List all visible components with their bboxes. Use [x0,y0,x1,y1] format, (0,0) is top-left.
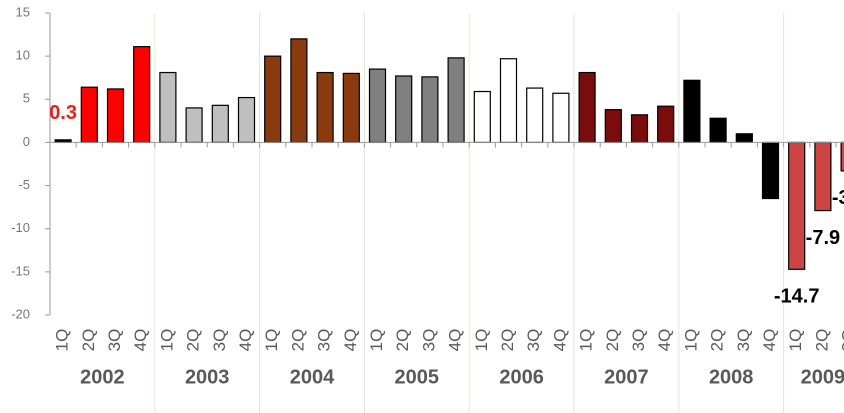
x-tick-label: 1Q [157,329,176,352]
y-tick-label: 0 [23,134,30,149]
bar [735,133,753,144]
bar [342,72,360,144]
value-label: 0.3 [49,102,77,124]
x-tick-label: 3Q [839,329,844,352]
value-label: -7.9 [806,227,840,249]
x-tick-label: 4Q [341,329,360,352]
bar [264,55,282,144]
value-label: -3.3 [832,187,844,209]
bar [368,68,387,144]
y-tick-label: 10 [16,48,30,63]
bar [395,75,413,144]
bar [552,92,570,144]
x-tick-label: 3Q [419,329,438,352]
x-tick-label: 1Q [786,329,805,352]
x-tick-label: 1Q [53,329,72,352]
x-tick-label: 1Q [577,329,596,352]
bar [106,88,125,144]
x-tick-label: 3Q [734,329,753,352]
bar [133,46,151,144]
x-tick-label: 2Q [603,329,622,352]
x-tick-label: 2Q [79,329,98,352]
x-tick-label: 2Q [288,329,307,352]
group-label: 2007 [604,366,649,388]
bar [761,141,780,200]
x-tick-label: 1Q [681,329,700,352]
y-tick-label: -10 [11,220,30,235]
x-tick-label: 2Q [393,329,412,352]
x-tick-label: 4Q [550,329,569,352]
group-label: 2003 [185,366,230,388]
y-tick-label: -15 [11,263,30,278]
bar [814,141,832,212]
group-label: 2005 [395,366,440,388]
x-tick-label: 3Q [315,329,334,352]
bar [657,105,675,144]
x-tick-label: 3Q [524,329,543,352]
x-tick-label: 1Q [367,329,386,352]
y-tick-label: -5 [18,177,30,192]
x-tick-label: 4Q [760,329,779,352]
x-tick-label: 3Q [629,329,648,352]
bar [526,87,544,144]
x-tick-label: 3Q [210,329,229,352]
bar [316,71,334,144]
bar [840,141,844,172]
y-tick-label: 15 [16,4,30,19]
group-label: 2009 [801,366,844,388]
bar [447,57,465,144]
group-label: 2002 [80,366,125,388]
bar [578,71,596,144]
bar [159,71,177,144]
value-label: -14.7 [774,286,820,308]
group-label: 2006 [499,366,544,388]
bar [80,86,98,144]
bar [630,114,649,144]
x-tick-label: 2Q [708,329,727,352]
bar [290,38,308,144]
x-tick-label: 4Q [131,329,150,352]
bar [185,107,203,144]
bar [499,58,518,144]
x-tick-label: 1Q [472,329,491,352]
bar [473,90,491,144]
group-label: 2008 [709,366,754,388]
x-tick-label: 4Q [236,329,255,352]
y-tick-label: -20 [11,306,30,321]
y-tick-label: 5 [23,91,30,106]
x-tick-label: 4Q [446,329,465,352]
bar [683,79,701,144]
x-tick-label: 2Q [498,329,517,352]
bar [237,96,256,144]
bar [709,117,727,144]
x-tick-label: 2Q [184,329,203,352]
x-tick-label: 2Q [812,329,831,352]
x-tick-label: 1Q [262,329,281,352]
group-label: 2004 [290,366,335,388]
bar [788,141,806,270]
bar [604,109,622,144]
bar [421,76,439,144]
bar [211,104,229,144]
x-tick-label: 3Q [105,329,124,352]
x-tick-label: 4Q [655,329,674,352]
